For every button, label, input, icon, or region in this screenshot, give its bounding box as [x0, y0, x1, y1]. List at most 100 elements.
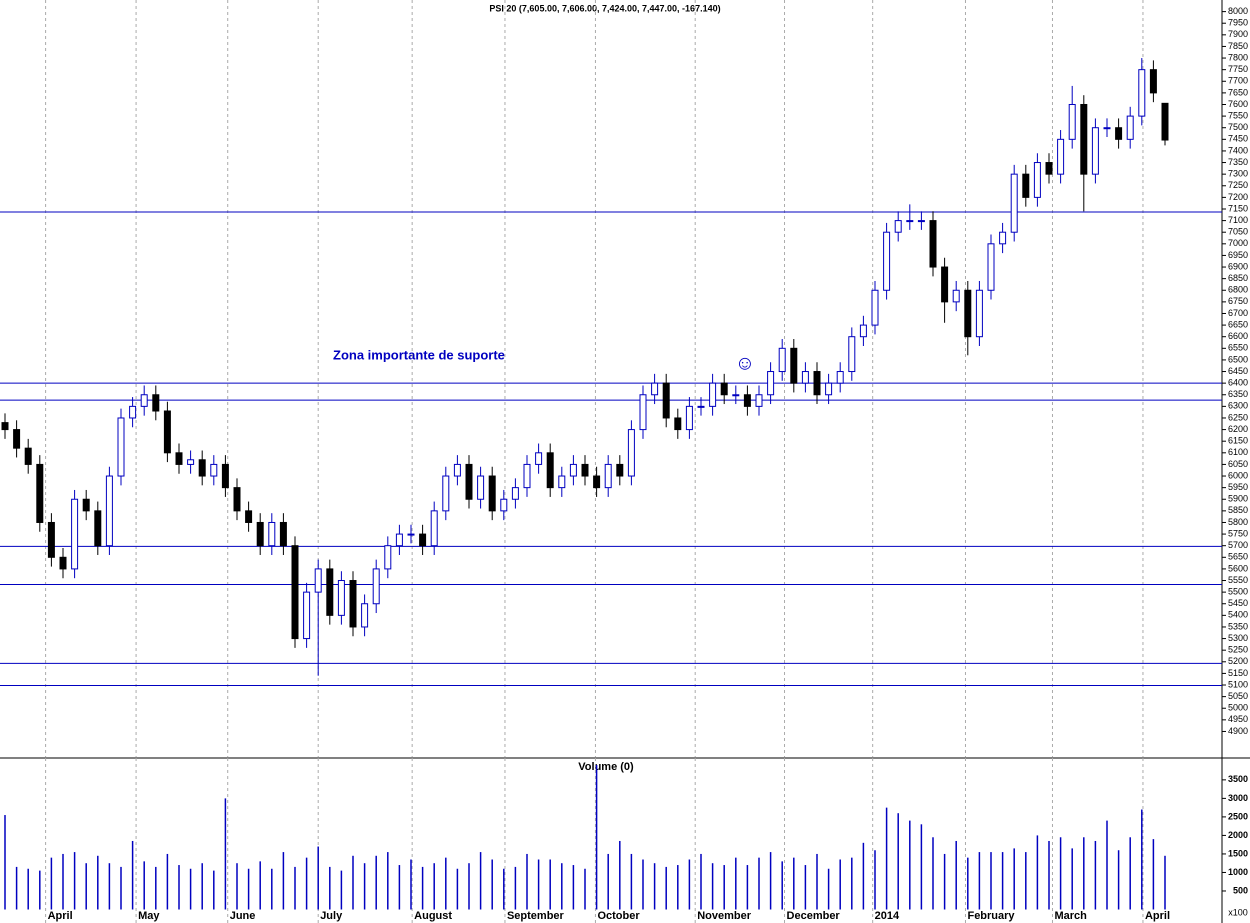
candle-body — [662, 382, 670, 419]
chart-title: PSI 20 (7,605.00, 7,606.00, 7,424.00, 7,… — [489, 3, 720, 13]
candle-body — [117, 417, 125, 477]
candle-body — [1115, 127, 1123, 140]
candle-body — [24, 447, 32, 465]
y-tick-label: 5800 — [1228, 517, 1248, 527]
candle-body — [941, 266, 949, 303]
candle-body — [697, 405, 705, 408]
candle-body — [279, 521, 287, 547]
annotation: Zona importante de suporte — [333, 347, 505, 362]
y-tick-label: 1500 — [1228, 848, 1248, 858]
y-tick-label: 5250 — [1228, 645, 1248, 655]
y-tick-label: 5900 — [1228, 494, 1248, 504]
y-tick-label: 6400 — [1228, 378, 1248, 388]
candle-body — [720, 382, 728, 396]
x-tick-label: May — [138, 910, 160, 922]
y-tick-label: 7700 — [1228, 76, 1248, 86]
candle-body — [929, 220, 937, 268]
candle-body — [187, 459, 195, 465]
candle-body — [453, 463, 461, 477]
candle-body — [1080, 103, 1088, 175]
y-tick-label: 5200 — [1228, 656, 1248, 666]
y-tick-label: 6900 — [1228, 261, 1248, 271]
candle-body — [442, 475, 450, 512]
candle-body — [233, 487, 241, 512]
candle-body — [906, 220, 914, 223]
y-tick-label: 7350 — [1228, 157, 1248, 167]
x-tick-label: October — [597, 910, 640, 922]
y-tick-label: 6000 — [1228, 470, 1248, 480]
x-tick-label: November — [697, 910, 752, 922]
y-tick-label: 6500 — [1228, 354, 1248, 364]
candle-body — [94, 510, 102, 547]
candle-body — [163, 410, 171, 454]
candle-body — [848, 336, 856, 373]
y-tick-label: 6300 — [1228, 401, 1248, 411]
y-tick-label: 6200 — [1228, 424, 1248, 434]
y-tick-label: 6650 — [1228, 319, 1248, 329]
candle-body — [326, 568, 334, 616]
candle-body — [593, 475, 601, 489]
candle-body — [256, 521, 264, 547]
y-tick-label: 5750 — [1228, 528, 1248, 538]
candle-body — [395, 533, 403, 547]
x-tick-label: July — [320, 910, 343, 922]
candle-body — [1068, 103, 1076, 140]
candle-body — [558, 475, 566, 489]
y-tick-label: 7850 — [1228, 41, 1248, 51]
x-tick-label: June — [230, 910, 256, 922]
candle-body — [245, 510, 253, 523]
candle-body — [210, 463, 218, 477]
candle-body — [987, 243, 995, 291]
y-tick-label: 6450 — [1228, 366, 1248, 376]
y-tick-label: 5600 — [1228, 563, 1248, 573]
y-tick-label: 5450 — [1228, 598, 1248, 608]
y-tick-label: 7500 — [1228, 122, 1248, 132]
y-tick-label: 7300 — [1228, 169, 1248, 179]
candle-body — [500, 498, 508, 512]
candle-body — [384, 545, 392, 570]
candle-body — [639, 394, 647, 431]
y-tick-label: 7000 — [1228, 238, 1248, 248]
y-tick-label: 5550 — [1228, 575, 1248, 585]
y-tick-label: 7900 — [1228, 29, 1248, 39]
candle-body — [71, 498, 79, 570]
y-tick-label: 7650 — [1228, 87, 1248, 97]
x-tick-label: April — [48, 910, 73, 922]
candle-body — [964, 289, 972, 338]
candle-body — [917, 220, 925, 223]
candle-body — [1, 422, 9, 431]
y-tick-label: 5000 — [1228, 703, 1248, 713]
candle-body — [685, 405, 693, 431]
y-tick-label: 7800 — [1228, 52, 1248, 62]
candle-body — [59, 556, 67, 570]
y-tick-label: 6050 — [1228, 459, 1248, 469]
y-tick-label: 7600 — [1228, 99, 1248, 109]
y-tick-label: 6100 — [1228, 447, 1248, 457]
y-tick-label: 7050 — [1228, 227, 1248, 237]
y-tick-label: 6150 — [1228, 436, 1248, 446]
y-tick-label: 6250 — [1228, 412, 1248, 422]
y-tick-label: 6600 — [1228, 331, 1248, 341]
candle-body — [801, 371, 809, 384]
candle-body — [140, 394, 148, 407]
y-tick-label: 6850 — [1228, 273, 1248, 283]
x-tick-label: April — [1145, 910, 1170, 922]
candle-body — [813, 371, 821, 396]
candle-body — [569, 463, 577, 477]
candle-body — [1138, 69, 1146, 117]
y-tick-label: 7150 — [1228, 203, 1248, 213]
y-tick-label: 2500 — [1228, 811, 1248, 821]
y-tick-label: 6700 — [1228, 308, 1248, 318]
y-tick-label: 6950 — [1228, 250, 1248, 260]
candle-body — [1057, 138, 1065, 175]
y-tick-label: 7550 — [1228, 110, 1248, 120]
candle-body — [709, 382, 717, 407]
candle-body — [755, 394, 763, 407]
y-tick-label: 5050 — [1228, 691, 1248, 701]
candle-body — [1010, 173, 1018, 233]
x-tick-label: December — [787, 910, 841, 922]
y-tick-label: 5850 — [1228, 505, 1248, 515]
annotation-smiley: ☺ — [735, 352, 755, 374]
